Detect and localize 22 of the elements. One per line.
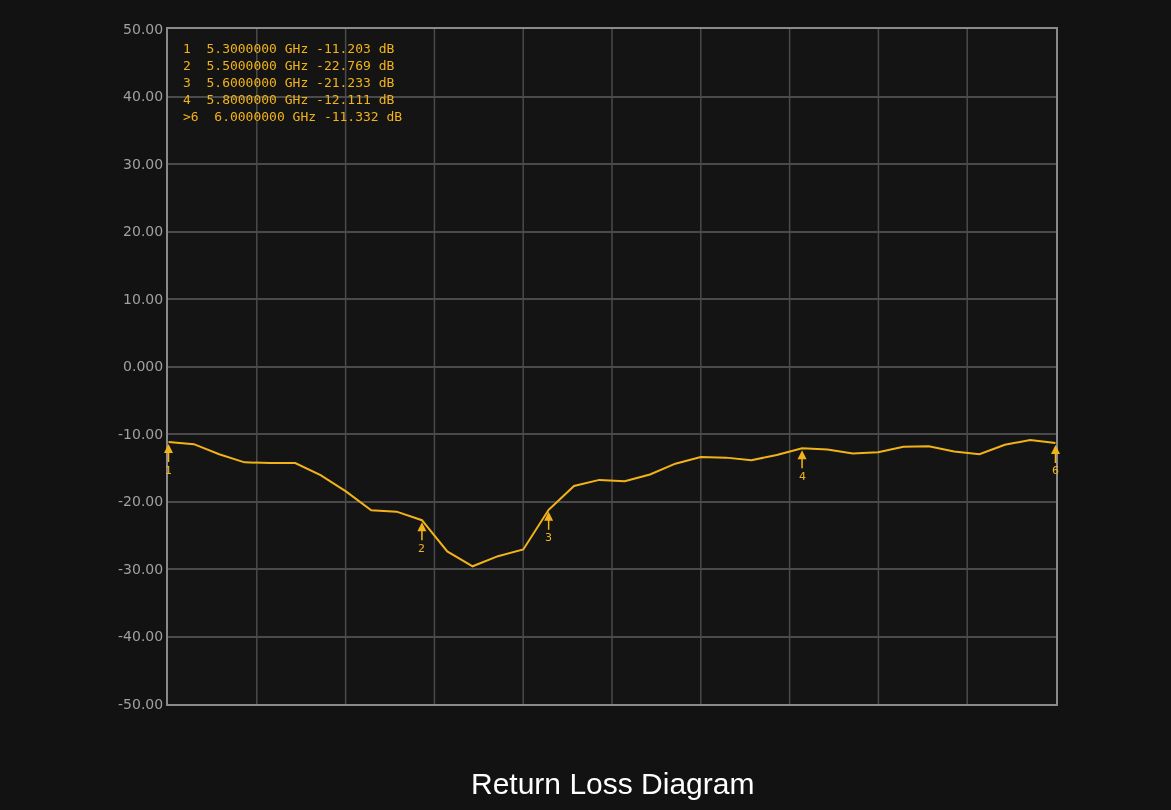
y-tick-label: -10.00 [118, 425, 164, 442]
text: Return Loss Diagram [471, 767, 755, 800]
y-tick-label: -40.00 [118, 628, 164, 645]
y-tick-label: 20.00 [123, 223, 164, 240]
y-tick-label: 0.000 [123, 358, 164, 375]
y-tick-label: -20.00 [118, 493, 164, 510]
annotation: 1 [165, 464, 172, 477]
annotation: 6 [1052, 464, 1059, 477]
y-tick-label: -50.00 [118, 695, 164, 712]
annotation: 3 5.6000000 GHz -21.233 dB [183, 75, 395, 90]
y-tick-label: 30.00 [123, 155, 164, 172]
y-tick-label: 50.00 [123, 20, 164, 37]
y-tick-label: 10.00 [123, 290, 164, 307]
annotation: 2 5.5000000 GHz -22.769 dB [183, 58, 395, 73]
annotation: 4 [799, 470, 806, 483]
y-tick-label: 40.00 [123, 88, 164, 105]
annotation: 2 [418, 542, 425, 555]
annotation: 4 5.8000000 GHz -12.111 dB [183, 92, 395, 107]
annotation: 3 [545, 531, 552, 544]
y-tick-label: -30.00 [118, 560, 164, 577]
annotation: >6 6.0000000 GHz -11.332 dB [183, 109, 403, 124]
annotation: 1 5.3000000 GHz -11.203 dB [183, 41, 395, 56]
